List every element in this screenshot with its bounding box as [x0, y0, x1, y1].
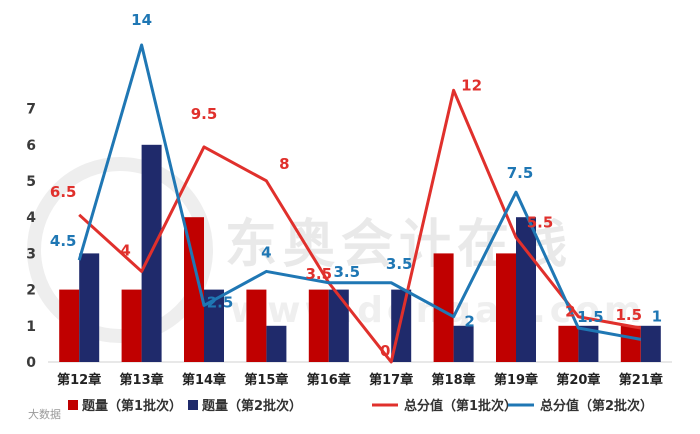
data-label: 6.5	[50, 183, 77, 201]
x-tick-label: 第12章	[57, 372, 101, 388]
data-label: 3.5	[306, 265, 333, 283]
y-tick-label: 6	[26, 138, 36, 154]
data-label: 14	[131, 11, 152, 29]
x-tick-label: 第13章	[120, 372, 164, 388]
bar	[79, 253, 100, 362]
data-label: 4	[120, 241, 130, 259]
data-label: 1.5	[616, 306, 643, 324]
legend-swatch	[68, 400, 78, 410]
watermark-logo-ring	[27, 157, 213, 343]
x-tick-label: 第16章	[307, 372, 351, 388]
lines	[77, 43, 642, 364]
legend-label: 题量（第1批次）	[82, 398, 182, 414]
legend-label: 总分值（第2批次）	[540, 398, 653, 414]
y-tick-label: 1	[26, 319, 36, 335]
data-label: 2	[565, 303, 575, 321]
data-label: 3.5	[334, 263, 361, 281]
bar	[59, 289, 80, 362]
data-label: 12	[461, 76, 482, 94]
bar	[266, 325, 287, 362]
x-tick-label: 第18章	[432, 372, 476, 388]
data-label: 1.5	[577, 308, 604, 326]
data-label: 4.5	[50, 232, 77, 250]
data-label: 7.5	[507, 164, 534, 182]
bar	[516, 217, 536, 362]
bar	[204, 289, 224, 362]
bar	[246, 289, 267, 362]
data-label: 5.5	[527, 213, 554, 231]
bar	[308, 289, 329, 362]
x-tick-label: 第21章	[619, 372, 663, 388]
x-tick-label: 第17章	[369, 372, 413, 388]
bar	[578, 325, 599, 362]
series-line	[78, 88, 642, 364]
y-tick-label: 5	[26, 174, 36, 190]
data-label: 2.5	[207, 293, 234, 311]
y-tick-label: 3	[26, 246, 36, 262]
legend: 题量（第1批次） 题量（第2批次） 总分值（第1批次） 总分值（第2批次）	[68, 398, 653, 414]
data-label: 4	[261, 243, 271, 261]
bar	[433, 253, 454, 362]
data-label: 2	[464, 313, 474, 331]
legend-label: 题量（第2批次）	[202, 398, 302, 414]
y-tick-label: 4	[26, 210, 36, 226]
bar	[328, 289, 349, 362]
legend-swatch	[188, 400, 198, 410]
x-tick-label: 第14章	[182, 372, 226, 388]
y-tick-label: 0	[26, 355, 36, 371]
data-label: 8	[279, 155, 289, 173]
series-line	[77, 43, 642, 341]
bar	[496, 253, 516, 362]
data-label: 1	[652, 307, 662, 325]
bar	[640, 325, 661, 362]
y-tick-label: 7	[26, 102, 36, 118]
bar	[121, 289, 142, 362]
data-label: 0	[380, 342, 390, 360]
bar	[184, 217, 204, 362]
legend-label: 总分值（第1批次）	[404, 398, 517, 414]
bar	[620, 325, 641, 362]
data-label: 3.5	[386, 255, 413, 273]
bars	[59, 144, 661, 362]
watermark-credit-text: 大数据	[28, 407, 61, 421]
bar	[453, 325, 474, 362]
x-tick-label: 第19章	[494, 372, 538, 388]
bar	[558, 325, 579, 362]
x-tick-label: 第15章	[244, 372, 288, 388]
data-label: 9.5	[191, 105, 218, 123]
y-tick-label: 2	[26, 283, 36, 299]
x-tick-label: 第20章	[556, 372, 600, 388]
